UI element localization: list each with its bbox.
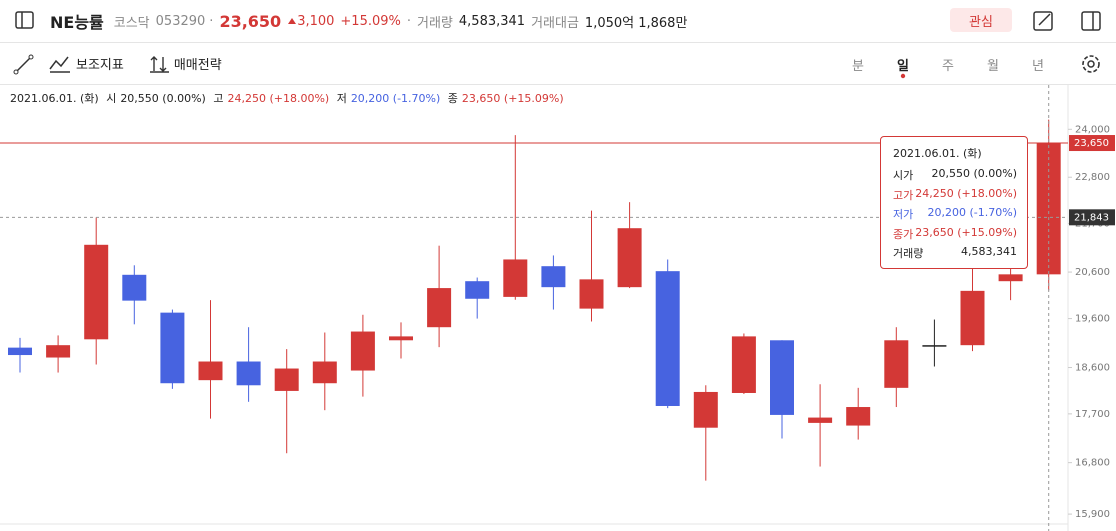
period[interactable]: 분 bbox=[852, 59, 864, 74]
volume-label: 거래량 bbox=[417, 15, 453, 31]
amount-label: 거래대금 bbox=[531, 15, 579, 31]
tooltip-value: 4,583,341 bbox=[961, 245, 1017, 258]
settings-icon[interactable] bbox=[1078, 51, 1104, 77]
y-tick-label: 20,600 bbox=[1075, 267, 1110, 278]
separator: · bbox=[406, 13, 412, 29]
y-tick-label: 19,600 bbox=[1075, 314, 1110, 325]
candle-body bbox=[160, 312, 185, 384]
y-tick-label: 18,600 bbox=[1075, 363, 1110, 374]
candle-body bbox=[846, 407, 871, 426]
tooltip: 2021.06.01. (화) 시가 20,550 (0.00%) 고가 24,25… bbox=[880, 136, 1028, 269]
ohlc-value: 20,200 (-1.70%) bbox=[350, 92, 441, 105]
candle-body bbox=[46, 345, 71, 358]
indicator-icon[interactable] bbox=[48, 43, 72, 84]
ohlc-label: 고 bbox=[213, 92, 224, 105]
crosshair-box bbox=[1069, 209, 1115, 226]
tooltip-label: 종가 bbox=[893, 227, 914, 241]
stock-name: NE능률 bbox=[50, 13, 104, 32]
candle-body bbox=[350, 331, 375, 371]
candle-body bbox=[503, 259, 528, 297]
header: NE능률 코스닥 053290 · 23,650 3,100 +15.09% ·… bbox=[0, 0, 1116, 43]
tooltip-value: 24,250 (+18.00%) bbox=[915, 186, 1017, 200]
tooltip-date: 2021.06.01. (화) bbox=[893, 147, 982, 160]
tooltip-value: 20,200 (-1.70%) bbox=[927, 206, 1017, 219]
period[interactable]: 주 bbox=[942, 59, 954, 74]
candle-body bbox=[731, 336, 756, 393]
tooltip-label: 저가 bbox=[893, 208, 914, 221]
toolbar: 보조지표 매매전략 분 일 주 월 년 bbox=[0, 43, 1116, 85]
ohlc-value: 23,650 (+15.09%) bbox=[461, 92, 564, 105]
candle-body bbox=[998, 274, 1023, 282]
candle-body bbox=[579, 279, 604, 309]
tooltip-value: 20,550 (0.00%) bbox=[931, 167, 1017, 180]
crosshair-label: 21,843 bbox=[1074, 212, 1109, 223]
amount: 1,050억 1,868만 bbox=[584, 15, 688, 31]
candle-body bbox=[693, 391, 718, 428]
selected-dot bbox=[900, 73, 906, 79]
code: 053290 bbox=[155, 13, 206, 29]
edit-icon[interactable] bbox=[1030, 8, 1056, 34]
tooltip-value: 23,650 (+15.09%) bbox=[915, 225, 1017, 239]
candle-body bbox=[465, 281, 490, 299]
candle-body bbox=[922, 345, 947, 347]
watch-button[interactable]: 관심 bbox=[950, 8, 1012, 32]
change-pct: +15.09% bbox=[340, 13, 401, 29]
y-tick-label: 16,800 bbox=[1075, 458, 1110, 469]
candle-body bbox=[884, 340, 909, 388]
y-tick-label: 15,900 bbox=[1075, 509, 1110, 520]
indicators[interactable]: 보조지표 bbox=[76, 58, 124, 73]
period[interactable]: 월 bbox=[987, 59, 999, 74]
ohlc-bar: 2021.06.01. (화) 시 20,550 (0.00%) 고 24,250 … bbox=[10, 90, 568, 106]
candle-body bbox=[274, 368, 299, 391]
price: 23,650 bbox=[219, 11, 282, 31]
ohlc-value: 24,250 (+18.00%) bbox=[227, 92, 330, 105]
y-tick-label: 22,800 bbox=[1075, 172, 1110, 183]
last-price-label: 23,650 bbox=[1074, 138, 1109, 149]
ohlc-label: 종 bbox=[447, 92, 458, 105]
period[interactable]: 년 bbox=[1032, 59, 1044, 74]
y-tick-label: 17,700 bbox=[1075, 409, 1110, 420]
up-arrow bbox=[288, 18, 297, 24]
ohlc-value: 20,550 (0.00%) bbox=[120, 92, 206, 105]
candle-body bbox=[960, 290, 985, 346]
candle-body bbox=[198, 361, 223, 381]
ohlc-date: 2021.06.01. (화) bbox=[10, 92, 99, 105]
ohlc-label: 시 bbox=[106, 92, 117, 105]
candle-body bbox=[84, 244, 109, 340]
candle-body bbox=[617, 228, 642, 288]
tooltip-label: 시가 bbox=[893, 169, 914, 182]
y-tick-label: 24,000 bbox=[1075, 124, 1110, 135]
strategy-icon[interactable] bbox=[148, 43, 174, 84]
candle-body bbox=[655, 271, 680, 406]
market: 코스닥 bbox=[113, 15, 150, 31]
candle-body bbox=[808, 417, 833, 423]
volume: 4,583,341 bbox=[458, 13, 526, 29]
candle-body bbox=[312, 361, 337, 384]
candle-body bbox=[8, 347, 32, 356]
period-selected[interactable]: 일 bbox=[897, 59, 909, 74]
layout-icon[interactable] bbox=[1078, 8, 1104, 34]
last-price-box bbox=[1069, 135, 1115, 152]
candle-body bbox=[389, 336, 413, 341]
change: 3,100 bbox=[297, 13, 335, 29]
draw-tool[interactable] bbox=[0, 43, 48, 84]
separator: · bbox=[209, 13, 214, 29]
candle-body bbox=[236, 361, 261, 386]
tooltip-label: 고가 bbox=[893, 188, 914, 202]
candle-body bbox=[541, 266, 566, 288]
panel-icon[interactable] bbox=[0, 0, 50, 42]
candle-body bbox=[122, 274, 147, 301]
tooltip-label: 거래량 bbox=[893, 247, 924, 260]
ohlc-label: 저 bbox=[336, 92, 347, 105]
candle-body bbox=[427, 288, 452, 328]
strategy[interactable]: 매매전략 bbox=[173, 58, 222, 73]
candle-body bbox=[770, 340, 794, 415]
